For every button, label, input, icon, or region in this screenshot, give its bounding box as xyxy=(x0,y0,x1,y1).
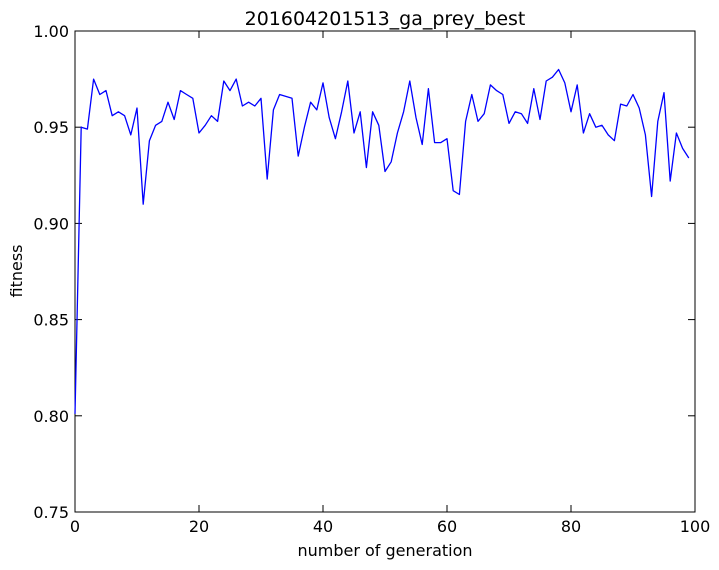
x-tick-label: 0 xyxy=(70,517,80,536)
y-tick-label: 0.85 xyxy=(33,311,69,330)
y-tick-label: 0.80 xyxy=(33,407,69,426)
x-tick-label: 100 xyxy=(680,517,711,536)
y-tick-label: 0.95 xyxy=(33,118,69,137)
x-tick-label: 40 xyxy=(313,517,333,536)
y-axis: 0.75 0.80 0.85 0.90 0.95 1.00 xyxy=(33,22,695,522)
plot-area xyxy=(74,30,696,513)
y-tick-label: 1.00 xyxy=(33,22,69,41)
x-axis-label: number of generation xyxy=(297,541,472,560)
chart-title: 201604201513_ga_prey_best xyxy=(245,8,526,30)
plot-frame xyxy=(74,30,696,513)
x-tick-label: 60 xyxy=(437,517,457,536)
series-line xyxy=(74,68,690,414)
y-tick-label: 0.75 xyxy=(33,503,69,522)
series-group xyxy=(74,68,690,414)
y-tick-label: 0.90 xyxy=(33,214,69,233)
x-tick-label: 80 xyxy=(561,517,581,536)
y-axis-label: fitness xyxy=(7,244,26,297)
x-tick-label: 20 xyxy=(189,517,209,536)
x-axis: 0 20 40 60 80 100 xyxy=(70,31,710,536)
